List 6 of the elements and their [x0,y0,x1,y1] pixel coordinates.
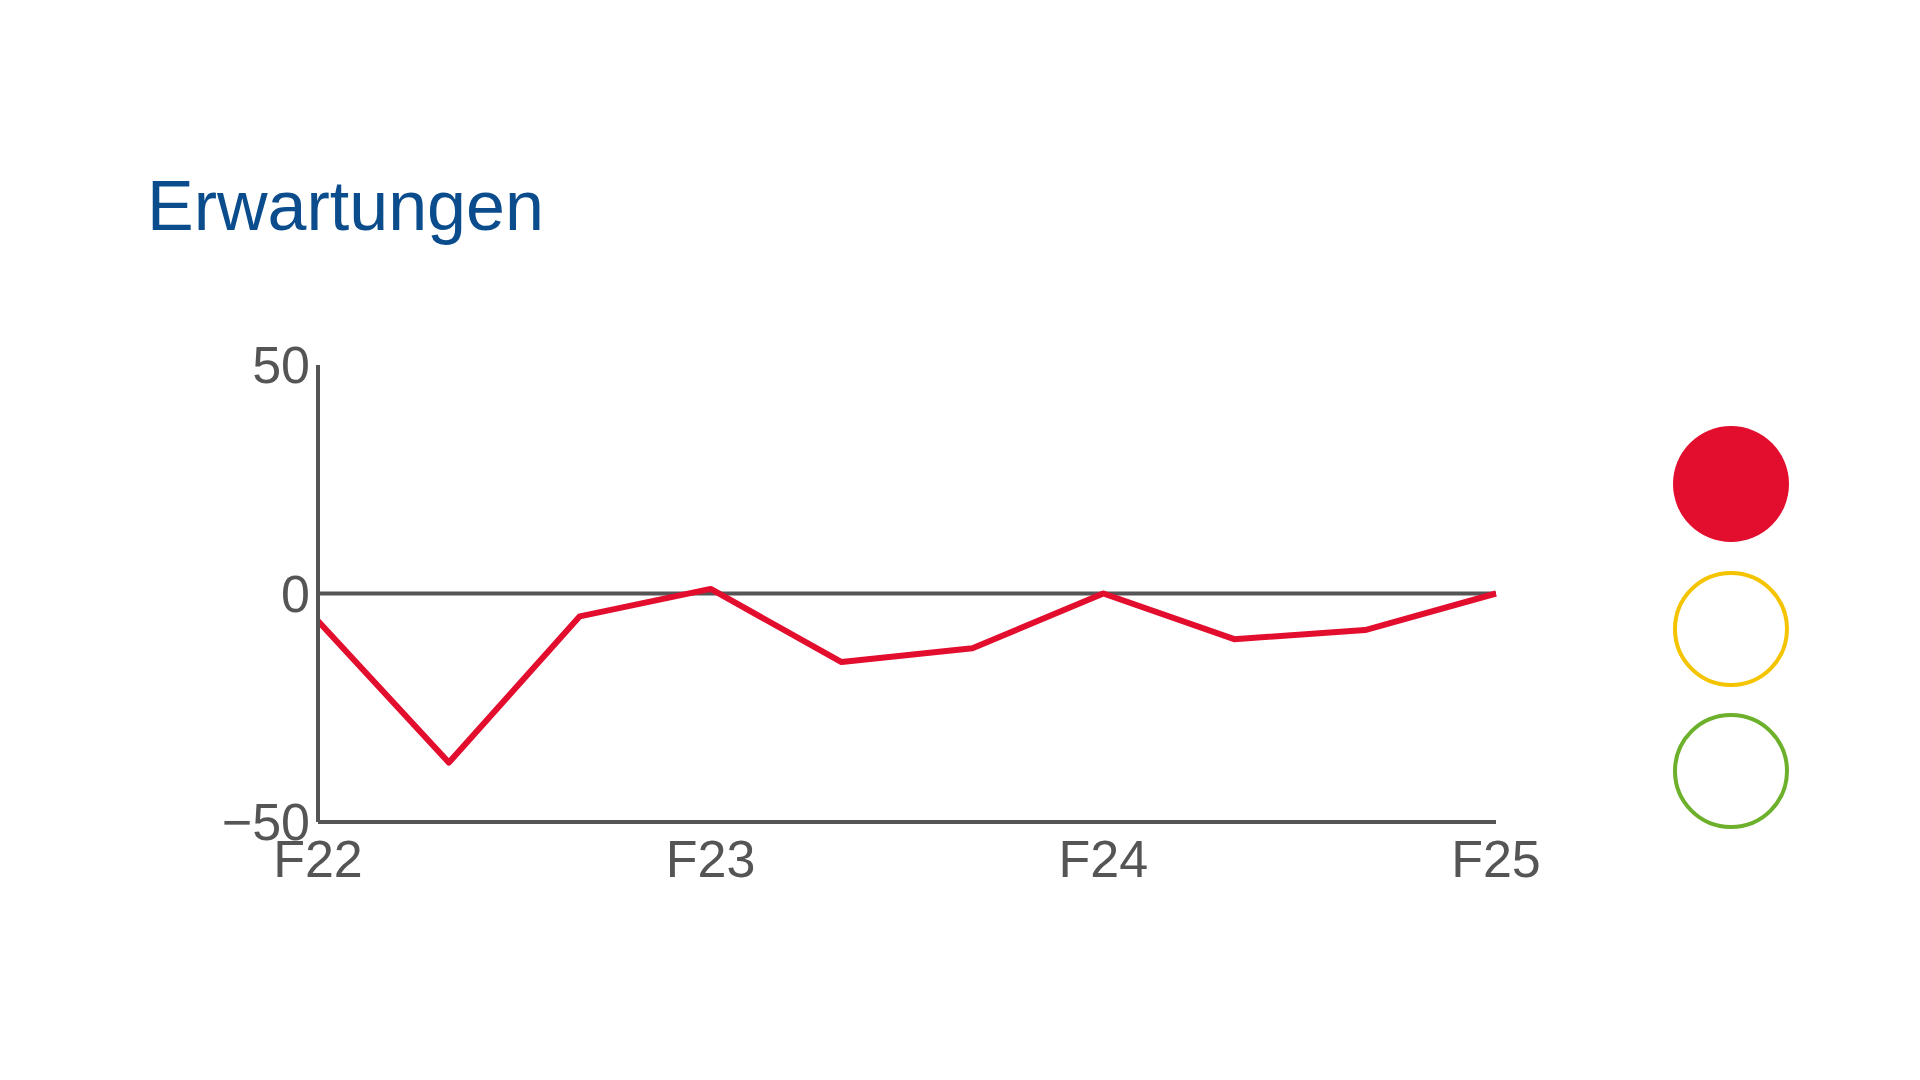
x-tick-label: F25 [1451,829,1541,888]
x-tick-label: F24 [1058,829,1149,888]
x-tick-label: F23 [665,829,756,888]
chart-title: Erwartungen [147,166,544,246]
y-tick-label: 0 [281,564,310,623]
y-tick-label: 50 [252,336,310,395]
